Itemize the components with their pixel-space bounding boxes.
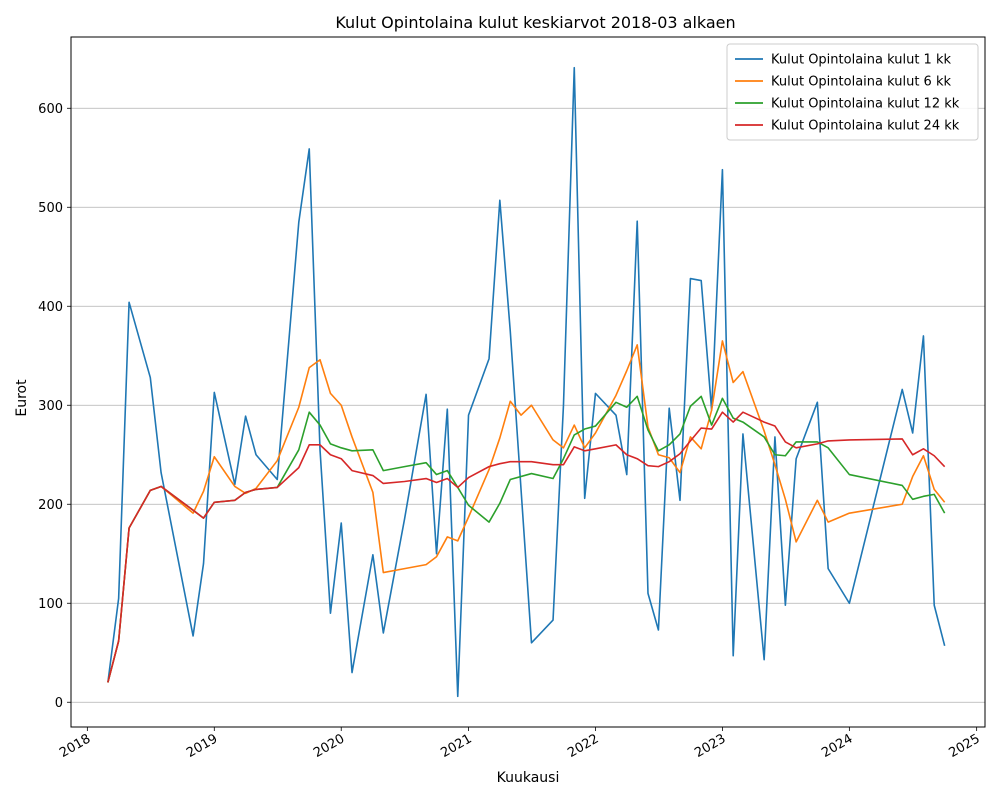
legend-entry: Kulut Opintolaina kulut 1 kk [771,53,951,68]
chart-title: Kulut Opintolaina kulut keskiarvot 2018-… [335,13,735,32]
legend-entry: Kulut Opintolaina kulut 12 kk [771,97,960,112]
y-axis-label: Eurot [14,379,30,417]
x-tick-label: 2020 [311,731,347,761]
y-tick-label: 300 [38,399,63,414]
plot-area [107,66,946,698]
y-tick-label: 400 [38,300,63,315]
x-tick-label: 2018 [57,731,93,761]
x-axis: 2018 2019 2020 2021 2022 2023 2024 2025 [57,727,983,761]
legend: Kulut Opintolaina kulut 1 kk Kulut Opinto… [726,43,979,141]
series-line-1 [107,66,946,698]
x-tick-label: 2019 [184,731,220,761]
x-tick-label: 2024 [819,731,855,761]
legend-entry: Kulut Opintolaina kulut 24 kk [771,119,960,134]
series-line-4 [107,411,946,683]
x-tick-label: 2022 [565,731,601,761]
y-tick-label: 200 [38,498,63,513]
x-tick-label: 2023 [692,731,728,761]
x-axis-label: Kuukausi [497,770,560,786]
y-tick-label: 500 [38,201,63,216]
plot-frame [70,36,986,728]
legend-box [726,43,979,141]
y-tick-label: 0 [55,696,63,711]
series-line-2 [107,340,946,683]
x-tick-label: 2021 [438,731,474,761]
y-tick-label: 100 [38,597,63,612]
legend-entry: Kulut Opintolaina kulut 6 kk [771,75,951,90]
y-axis: 0 100 200 300 400 500 600 [38,102,71,711]
x-tick-label: 2025 [946,731,982,761]
grid [71,107,985,703]
y-tick-label: 600 [38,102,63,117]
